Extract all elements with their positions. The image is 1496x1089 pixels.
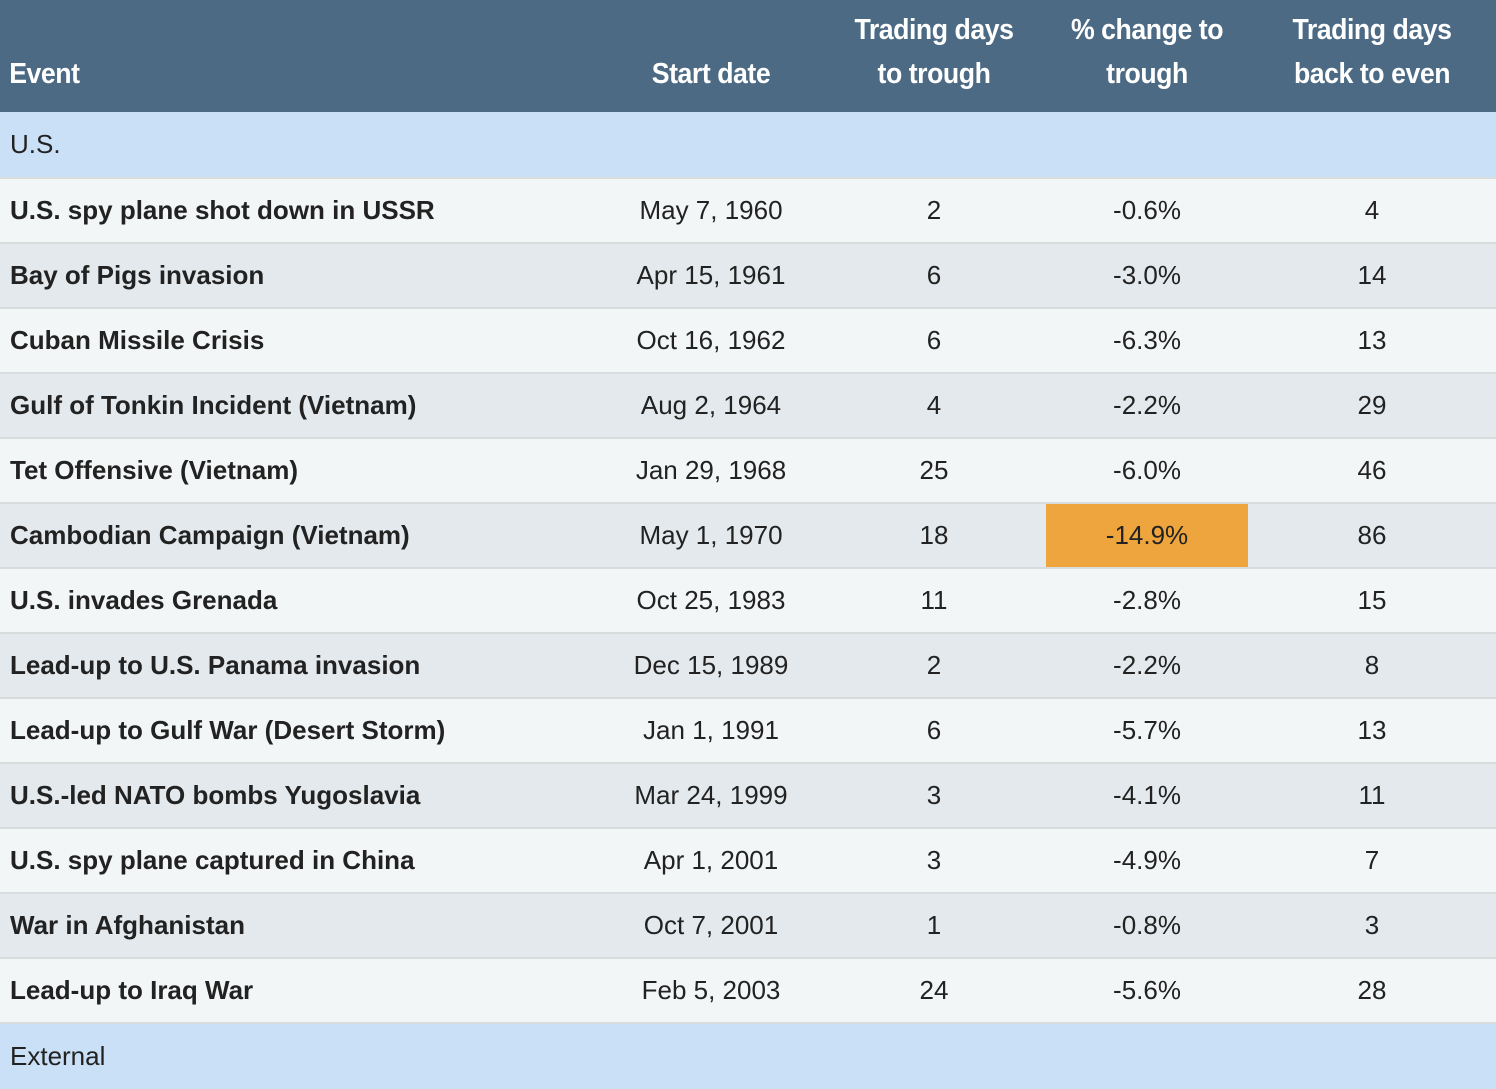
table-row: Lead-up to Gulf War (Desert Storm) Jan 1,…	[0, 698, 1496, 763]
days-back-to-even-cell: 13	[1357, 325, 1387, 355]
days-to-trough-cell: 6	[926, 260, 942, 290]
start-date-cell: Oct 25, 1983	[636, 585, 786, 615]
pct-change-cell: -6.0%	[1113, 455, 1181, 485]
days-back-to-even-cell: 29	[1357, 390, 1387, 420]
table-row: Gulf of Tonkin Incident (Vietnam) Aug 2, …	[0, 373, 1496, 438]
event-cell: Lead-up to Iraq War	[10, 975, 254, 1005]
pct-change-cell: -3.0%	[1113, 260, 1181, 290]
event-cell: U.S. spy plane shot down in USSR	[10, 195, 435, 225]
event-cell: Tet Offensive (Vietnam)	[10, 455, 298, 485]
pct-change-cell: -5.7%	[1113, 715, 1181, 745]
days-to-trough-cell: 6	[926, 325, 942, 355]
days-to-trough-cell: 2	[926, 650, 942, 680]
days-to-trough-cell: 4	[926, 390, 942, 420]
pct-change-cell: -0.6%	[1113, 195, 1181, 225]
pct-change-cell: -14.9%	[1046, 503, 1248, 568]
table-row: Tet Offensive (Vietnam) Jan 29, 1968 25 -6.…	[0, 438, 1496, 503]
days-back-to-even-cell: 28	[1357, 975, 1387, 1005]
days-to-trough-cell: 3	[926, 780, 942, 810]
start-date-cell: May 1, 1970	[639, 520, 783, 550]
section-label: U.S.	[10, 129, 61, 159]
days-back-to-even-cell: 46	[1357, 455, 1387, 485]
table-row: Lead-up to U.S. Panama invasion Dec 15, 1…	[0, 633, 1496, 698]
days-back-to-even-cell: 8	[1364, 650, 1380, 680]
start-date-cell: Jan 29, 1968	[635, 455, 787, 485]
days-back-to-even-cell: 14	[1357, 260, 1387, 290]
pct-change-cell: -4.9%	[1113, 845, 1181, 875]
pct-change-cell: -5.6%	[1113, 975, 1181, 1005]
event-cell: U.S. invades Grenada	[10, 585, 278, 615]
section-row: External	[0, 1023, 1496, 1089]
pct-change-cell: -2.2%	[1113, 390, 1181, 420]
days-back-to-even-cell: 7	[1364, 845, 1380, 875]
pct-change-cell: -2.8%	[1113, 585, 1181, 615]
table-row: War in Afghanistan Oct 7, 2001 1 -0.8% 3	[0, 893, 1496, 958]
start-date-cell: Apr 15, 1961	[636, 260, 786, 290]
days-to-trough-cell: 3	[926, 845, 942, 875]
table-row: Cambodian Campaign (Vietnam) May 1, 1970 1…	[0, 503, 1496, 568]
table-row: U.S.-led NATO bombs Yugoslavia Mar 24, 19…	[0, 763, 1496, 828]
table-header-row: Event Start date Trading days to trough %…	[0, 0, 1496, 112]
event-cell: U.S.-led NATO bombs Yugoslavia	[10, 780, 421, 810]
column-header-pct-change: % change to trough	[1070, 14, 1224, 90]
event-cell: War in Afghanistan	[10, 910, 245, 940]
event-cell: Bay of Pigs invasion	[10, 260, 265, 290]
start-date-cell: Oct 16, 1962	[636, 325, 786, 355]
start-date-cell: Dec 15, 1989	[633, 650, 789, 680]
days-to-trough-cell: 18	[919, 520, 949, 550]
section-row: U.S.	[0, 112, 1496, 178]
start-date-cell: Apr 1, 2001	[643, 845, 779, 875]
pct-change-cell: -0.8%	[1113, 910, 1181, 940]
days-back-to-even-cell: 86	[1357, 520, 1387, 550]
event-cell: Lead-up to Gulf War (Desert Storm)	[10, 715, 446, 745]
section-label: External	[10, 1041, 106, 1071]
pct-change-cell: -6.3%	[1113, 325, 1181, 355]
days-to-trough-cell: 24	[919, 975, 949, 1005]
table-row: U.S. invades Grenada Oct 25, 1983 11 -2.8% 1…	[0, 568, 1496, 633]
days-back-to-even-cell: 4	[1364, 195, 1380, 225]
days-to-trough-cell: 11	[920, 585, 948, 615]
table-row: U.S. spy plane shot down in USSR May 7, 1…	[0, 178, 1496, 243]
table-row: Bay of Pigs invasion Apr 15, 1961 6 -3.0% 14	[0, 243, 1496, 308]
days-to-trough-cell: 1	[926, 910, 942, 940]
start-date-cell: Oct 7, 2001	[643, 910, 779, 940]
days-back-to-even-cell: 11	[1358, 780, 1386, 810]
event-cell: Cambodian Campaign (Vietnam)	[10, 520, 410, 550]
days-back-to-even-cell: 3	[1364, 910, 1380, 940]
table-row: U.S. spy plane captured in China Apr 1, 2…	[0, 828, 1496, 893]
column-header-days-to-trough: Trading days to trough	[854, 14, 1014, 90]
event-cell: Gulf of Tonkin Incident (Vietnam)	[10, 390, 417, 420]
event-cell: U.S. spy plane captured in China	[10, 845, 415, 875]
pct-change-cell: -4.1%	[1113, 780, 1181, 810]
days-to-trough-cell: 2	[926, 195, 942, 225]
table-row: Cuban Missile Crisis Oct 16, 1962 6 -6.3% 13	[0, 308, 1496, 373]
event-cell: Cuban Missile Crisis	[10, 325, 265, 355]
event-cell: Lead-up to U.S. Panama invasion	[10, 650, 421, 680]
start-date-cell: Mar 24, 1999	[634, 780, 788, 810]
column-header-start-date: Start date	[651, 58, 771, 90]
start-date-cell: Aug 2, 1964	[640, 390, 782, 420]
days-back-to-even-cell: 15	[1357, 585, 1387, 615]
start-date-cell: Jan 1, 1991	[643, 715, 779, 745]
start-date-cell: May 7, 1960	[639, 195, 783, 225]
days-to-trough-cell: 25	[919, 455, 949, 485]
days-back-to-even-cell: 13	[1357, 715, 1387, 745]
column-header-days-back-to-even: Trading days back to even	[1292, 14, 1452, 90]
table-row: Lead-up to Iraq War Feb 5, 2003 24 -5.6% 28	[0, 958, 1496, 1023]
column-header-event: Event	[9, 58, 80, 90]
start-date-cell: Feb 5, 2003	[641, 975, 781, 1005]
pct-change-cell: -2.2%	[1113, 650, 1181, 680]
days-to-trough-cell: 6	[926, 715, 942, 745]
